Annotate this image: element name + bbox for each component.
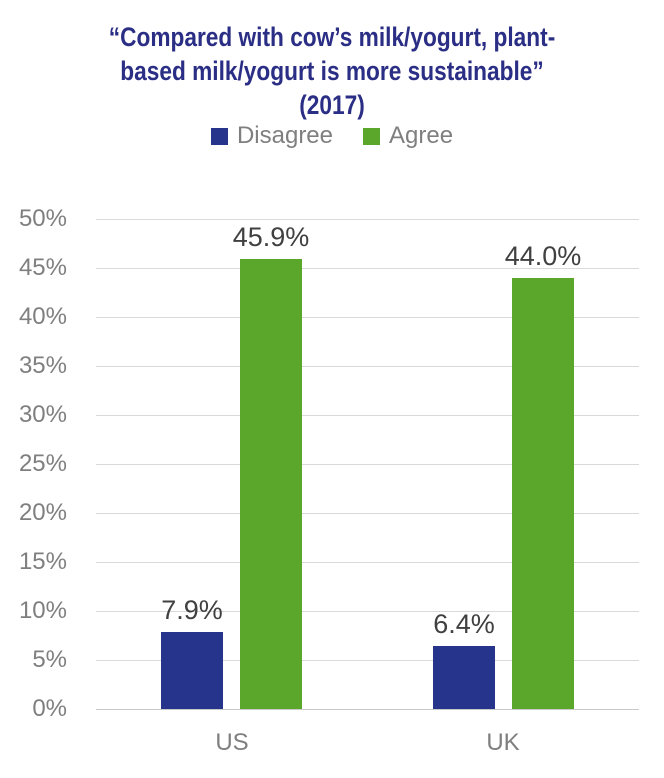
bar-disagree-uk (433, 646, 495, 709)
data-label-disagree-uk: 6.4% (433, 609, 495, 639)
data-label-agree-us: 45.9% (232, 222, 310, 252)
legend-label-disagree: Disagree (236, 122, 333, 149)
gridline-30 (96, 415, 639, 416)
gridline-5 (96, 660, 639, 661)
bar-agree-us (240, 259, 302, 709)
gridline-50 (96, 219, 639, 220)
legend-swatch-disagree (210, 127, 228, 145)
gridline-40 (96, 317, 639, 318)
bar-agree-uk (512, 278, 574, 709)
gridline-0 (96, 709, 639, 710)
chart-title-line-1: “Compared with cow’s milk/yogurt, plant- (108, 22, 556, 52)
gridline-20 (96, 513, 639, 514)
chart-title-line-3: (2017) (299, 90, 365, 120)
y-axis-tick-label-10: 10% (18, 597, 67, 624)
y-axis-tick-label-20: 20% (18, 499, 67, 526)
data-label-disagree-us: 7.9% (161, 595, 223, 625)
gridline-45 (96, 268, 639, 269)
y-axis-tick-label-15: 15% (18, 548, 67, 575)
legend-item-agree: Agree (363, 124, 453, 148)
y-axis-tick-label-50: 50% (18, 205, 67, 232)
y-axis-tick-label-25: 25% (18, 450, 67, 477)
gridline-25 (96, 464, 639, 465)
chart-title-line-2: based milk/yogurt is more sustainable” (120, 56, 544, 86)
legend-item-disagree: Disagree (210, 122, 333, 149)
y-axis-tick-label-40: 40% (18, 303, 67, 330)
gridline-10 (96, 611, 639, 612)
legend-swatch-agree (363, 127, 380, 145)
gridline-35 (96, 366, 639, 367)
data-label-agree-uk: 44.0% (504, 241, 582, 271)
chart-title: “Compared with cow’s milk/yogurt, plant-… (0, 20, 664, 122)
x-axis-label-us: US (215, 729, 249, 756)
y-axis-tick-label-5: 5% (32, 646, 67, 673)
legend: Disagree Agree (0, 124, 664, 148)
x-axis-label-uk: UK (486, 729, 520, 756)
y-axis-tick-label-0: 0% (32, 695, 67, 722)
gridline-15 (96, 562, 639, 563)
legend-label-agree: Agree (389, 122, 454, 149)
y-axis-tick-label-30: 30% (18, 401, 67, 428)
y-axis-tick-label-45: 45% (18, 254, 67, 281)
bar-disagree-us (161, 632, 223, 709)
y-axis-tick-label-35: 35% (18, 352, 67, 379)
